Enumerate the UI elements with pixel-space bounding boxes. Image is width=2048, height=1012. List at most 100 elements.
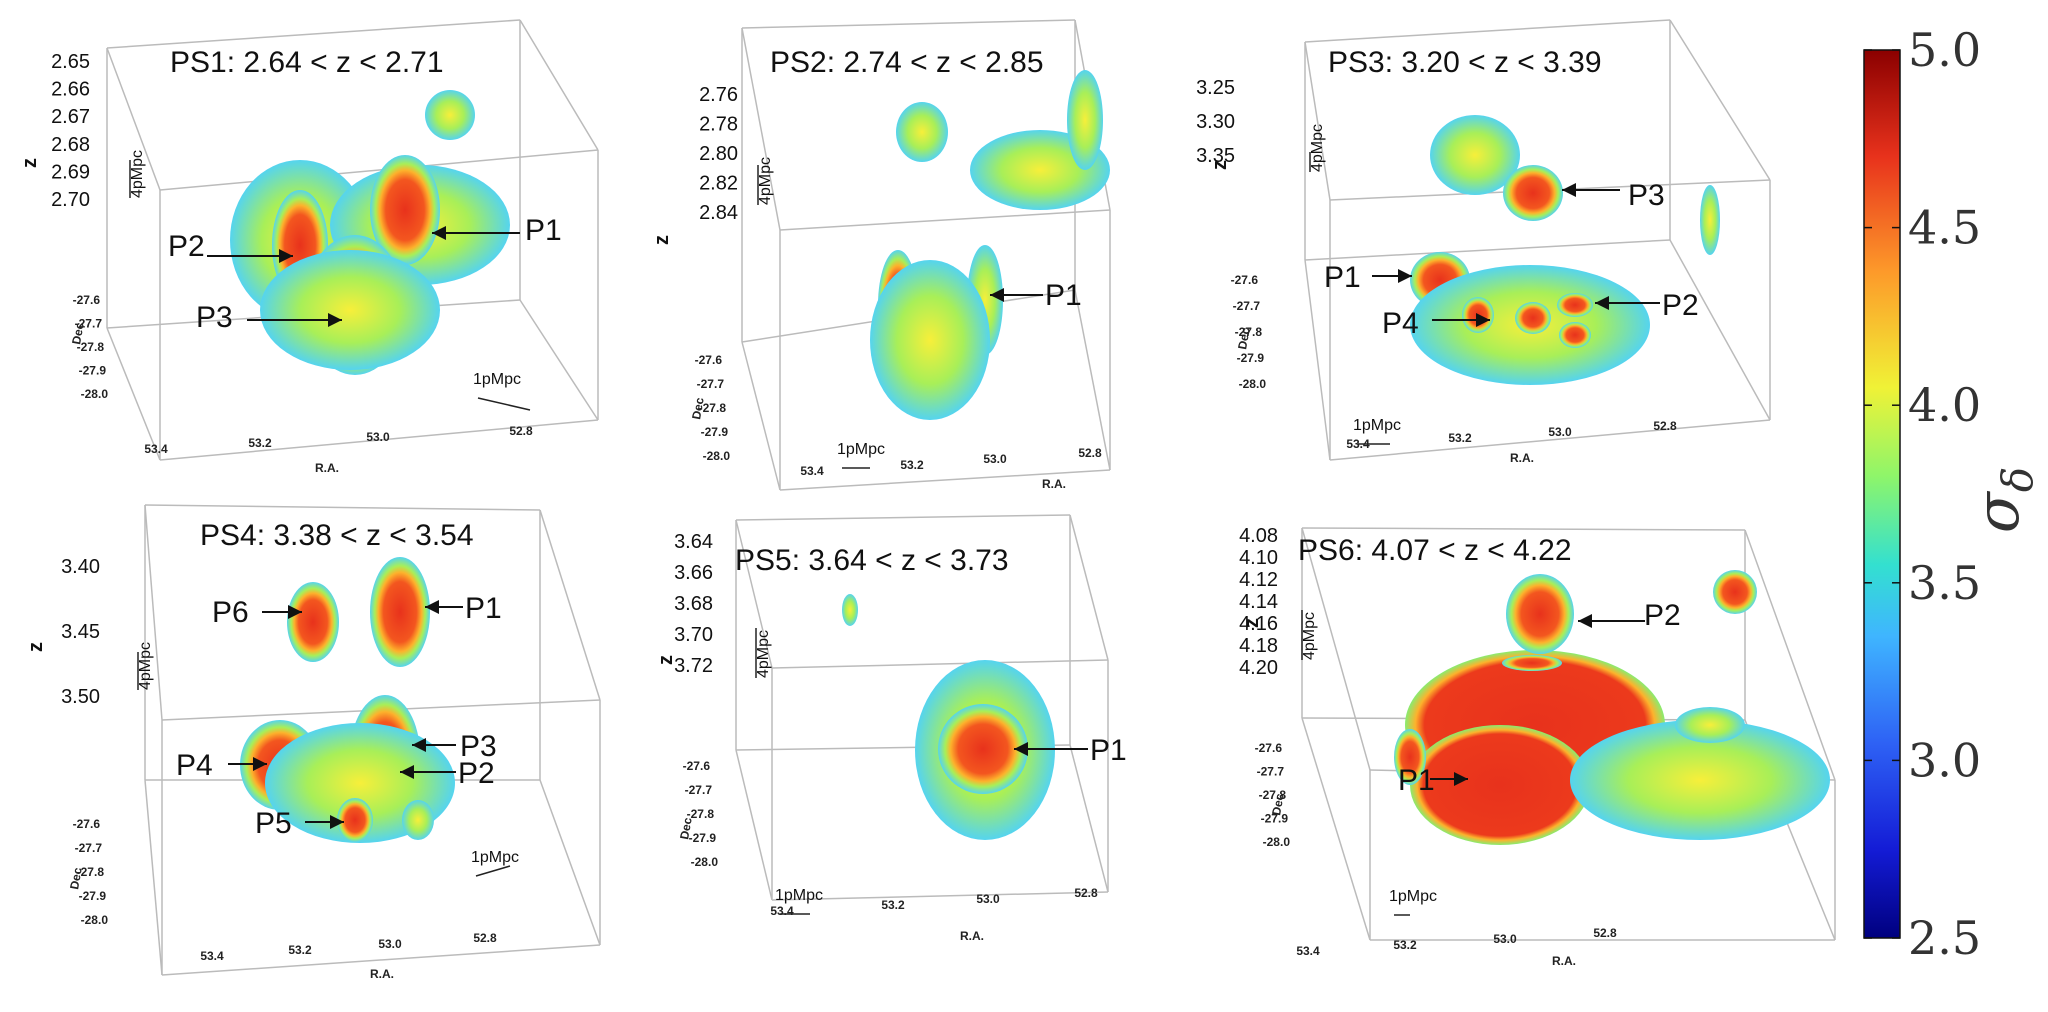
axis-edge xyxy=(741,27,781,231)
ra-tick-label: 52.8 xyxy=(1078,446,1102,460)
axis-edge xyxy=(779,209,1111,231)
overdensity-surface xyxy=(425,90,475,140)
peak-annotation-p3: P3 xyxy=(412,730,497,763)
overdensity-surface xyxy=(870,260,990,420)
z-tick-label: 2.78 xyxy=(699,114,738,136)
transverse-scale-label: 1pMpc xyxy=(1389,888,1437,905)
ra-tick-label: 53.4 xyxy=(1296,944,1320,958)
z-tick-label: 2.76 xyxy=(699,84,738,106)
overdensity-surface xyxy=(1559,322,1591,348)
dec-tick-label: -27.8 xyxy=(1235,325,1263,339)
panel-title: PS1: 2.64 < z < 2.71 xyxy=(170,46,444,79)
axis-edge xyxy=(771,659,1109,669)
axis-edge xyxy=(741,341,781,491)
los-scale-label: 4pMpc xyxy=(129,150,146,198)
arrowhead-icon xyxy=(1014,742,1028,756)
ra-tick-label: 53.4 xyxy=(144,442,168,456)
dec-tick-label: -27.7 xyxy=(685,783,713,797)
z-axis-label: z xyxy=(1241,618,1263,628)
ra-tick-label: 53.4 xyxy=(800,464,824,478)
peak-label: P1 xyxy=(525,214,562,247)
dec-tick-label: -28.0 xyxy=(1263,835,1291,849)
axis-edge xyxy=(144,504,541,511)
axis-edge xyxy=(1304,259,1331,461)
axis-edge xyxy=(1301,527,1746,531)
axis-edge xyxy=(1669,239,1771,421)
arrowhead-icon xyxy=(330,815,344,829)
peak-label: P1 xyxy=(1045,279,1082,312)
overdensity-surface xyxy=(260,250,440,370)
z-tick-label: 3.72 xyxy=(674,655,713,677)
colorbar-tick-label: 5.0 xyxy=(1908,23,1981,77)
dec-tick-label: -28.0 xyxy=(703,449,731,463)
z-tick-label: 3.45 xyxy=(61,621,100,643)
arrowhead-icon xyxy=(1578,614,1592,628)
ra-axis-label: R.A. xyxy=(370,967,394,981)
axis-edge xyxy=(1069,514,1109,661)
dec-tick-label: -27.6 xyxy=(73,293,101,307)
z-tick-label: 2.67 xyxy=(51,106,90,128)
dec-tick-label: -27.7 xyxy=(75,841,103,855)
peak-label: P4 xyxy=(176,749,213,782)
z-tick-label: 3.68 xyxy=(674,593,713,615)
peak-label: P2 xyxy=(1662,289,1699,322)
axis-edge xyxy=(1304,41,1331,201)
overdensity-surface xyxy=(1503,165,1563,221)
peak-annotation-p1: P1 xyxy=(1324,261,1412,294)
axis-edge xyxy=(106,19,521,49)
ra-tick-label: 53.2 xyxy=(288,943,312,957)
dec-axis-label: Dec xyxy=(677,816,695,840)
axis-edge xyxy=(1304,19,1671,43)
axis-edge xyxy=(1304,239,1671,261)
z-tick-label: 4.20 xyxy=(1239,657,1278,679)
ra-tick-label: 53.2 xyxy=(248,436,272,450)
dec-tick-label: -27.6 xyxy=(695,353,723,367)
los-scale-label: 4pMpc xyxy=(1301,612,1318,660)
axis-edge xyxy=(161,944,601,976)
z-tick-label: 2.65 xyxy=(51,51,90,73)
z-tick-label: 3.25 xyxy=(1196,77,1235,99)
ra-axis-label: R.A. xyxy=(1510,451,1534,465)
overdensity-surface xyxy=(896,102,948,162)
overdensity-surface xyxy=(1675,707,1745,743)
arrowhead-icon xyxy=(400,765,414,779)
z-tick-label: 4.12 xyxy=(1239,569,1278,591)
colorbar-label-sigma: σ xyxy=(1963,490,2033,533)
axis-edge xyxy=(735,519,773,669)
dec-tick-label: -28.0 xyxy=(81,387,109,401)
ra-tick-label: 52.8 xyxy=(509,424,533,438)
dec-tick-label: -27.9 xyxy=(1237,351,1265,365)
arrowhead-icon xyxy=(1595,296,1609,310)
peak-label: P2 xyxy=(1644,599,1681,632)
overdensity-surface xyxy=(1713,570,1757,614)
dec-tick-label: -27.7 xyxy=(75,317,103,331)
z-axis-label: z xyxy=(25,642,47,652)
peak-label: P1 xyxy=(465,592,502,625)
z-tick-label: 3.30 xyxy=(1196,111,1235,133)
axis-edge xyxy=(779,469,1111,491)
panel-title: PS3: 3.20 < z < 3.39 xyxy=(1328,46,1602,79)
arrowhead-icon xyxy=(1454,772,1468,786)
axis-edge xyxy=(539,779,601,946)
peak-annotation-p5: P5 xyxy=(255,807,344,840)
dec-tick-label: -28.0 xyxy=(1239,377,1267,391)
colorbar-tick-label: 3.0 xyxy=(1908,733,1981,787)
z-tick-label: 2.84 xyxy=(699,202,738,224)
transverse-scale-label: 1pMpc xyxy=(1353,417,1401,434)
ra-tick-label: 52.8 xyxy=(1074,886,1098,900)
axis-edge xyxy=(1069,744,1109,893)
z-tick-label: 2.69 xyxy=(51,161,90,183)
peak-annotation-p2: P2 xyxy=(1595,289,1699,322)
z-tick-label: 4.08 xyxy=(1239,525,1278,547)
peak-annotation-p2: P2 xyxy=(1578,599,1681,632)
panel-ps3: PS3: 3.20 < z < 3.39 z 3.25 3.30 3.35 -27.6 -2… xyxy=(1196,19,1771,465)
dec-tick-label: -28.0 xyxy=(691,855,719,869)
axis-edge xyxy=(1669,19,1771,181)
dec-tick-label: -27.8 xyxy=(77,865,105,879)
dec-tick-label: -27.6 xyxy=(1231,273,1259,287)
panel-ps6: PS6: 4.07 < z < 4.22z4.084.104.124.144.1… xyxy=(1239,525,1836,968)
arrowhead-icon xyxy=(425,600,439,614)
dec-tick-label: -27.7 xyxy=(1257,765,1285,779)
transverse-scale-label: 1pMpc xyxy=(837,441,885,458)
overdensity-surface xyxy=(287,582,339,662)
